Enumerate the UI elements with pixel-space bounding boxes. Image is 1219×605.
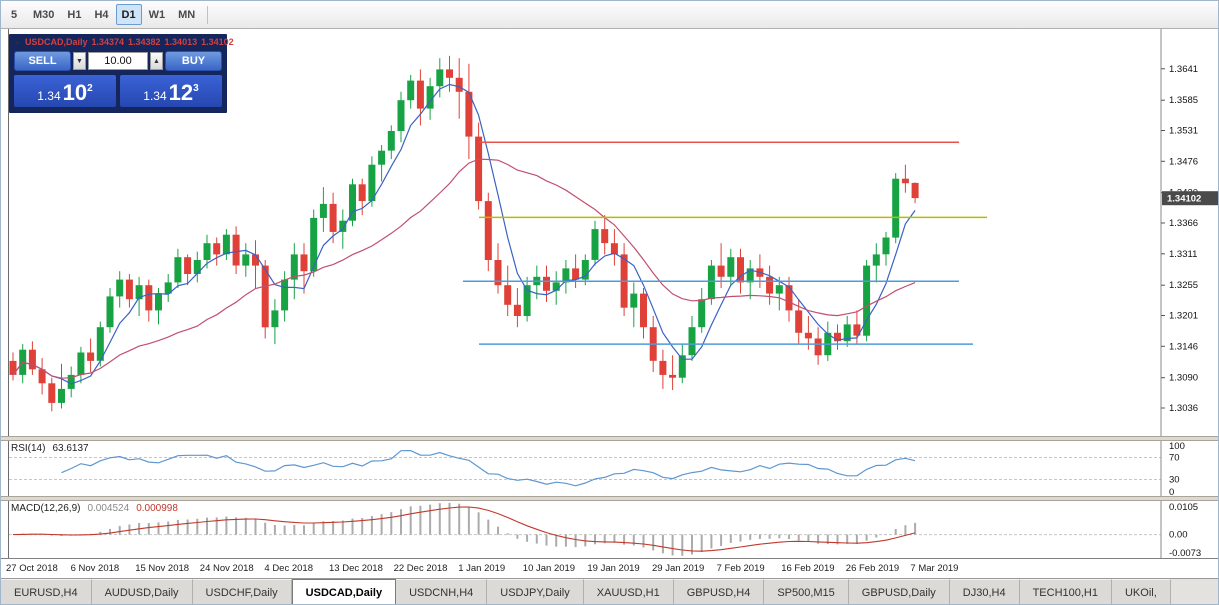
date-label: 15 Nov 2018 [135, 563, 190, 574]
bid-pips: 10 [62, 80, 88, 105]
ask-point: 3 [193, 83, 199, 94]
one-click-trading-panel: ▲ USDCAD,Daily 1.34374 1.34382 1.34013 1… [9, 34, 234, 113]
date-label: 6 Nov 2018 [70, 563, 120, 574]
timeframe-button-5[interactable]: 5 [10, 8, 18, 21]
quote-line: ▲ USDCAD,Daily 1.34374 1.34382 1.34013 1… [14, 37, 234, 47]
price-axis-label: 1.3476 [1169, 156, 1198, 167]
chart-tab-usdjpy-daily[interactable]: USDJPY,Daily [487, 579, 584, 604]
price-axis-label: 1.3255 [1169, 280, 1198, 291]
price-axis-label: 1.3531 [1169, 126, 1198, 137]
lot-decrease-button[interactable]: ▼ [73, 52, 86, 70]
date-label: 26 Feb 2019 [845, 563, 900, 574]
chart-tab-gbpusd-h4[interactable]: GBPUSD,H4 [673, 579, 765, 604]
macd-axis-label: -0.0073 [1169, 548, 1201, 558]
ma-fast-line [12, 83, 916, 385]
quote-high: 1.34382 [128, 37, 161, 47]
collapse-triangle-icon[interactable]: ▲ [14, 38, 21, 46]
date-label: 24 Nov 2018 [199, 563, 254, 574]
price-axis-label: 1.3641 [1169, 64, 1198, 75]
date-label: 7 Mar 2019 [910, 563, 959, 574]
ask-main: 1.34 [143, 89, 167, 103]
date-label: 16 Feb 2019 [781, 563, 835, 574]
timeframe-button-w1[interactable]: W1 [148, 8, 166, 21]
price-axis-label: 1.3090 [1169, 373, 1198, 384]
chart-tab-bar: EURUSD,H4 AUDUSD,Daily USDCHF,Daily USDCAD,… [1, 578, 1218, 604]
macd-signal-line [12, 506, 916, 552]
price-axis-label: 1.3146 [1169, 341, 1198, 352]
chart-tab-sp500-m15[interactable]: SP500,M15 [764, 579, 849, 604]
chart-tab-usdchf-daily[interactable]: USDCHF,Daily [192, 579, 292, 604]
macd-axis-label: 0.0105 [1169, 502, 1198, 513]
timeframe-button-h1[interactable]: H1 [67, 8, 82, 21]
date-label: 13 Dec 2018 [329, 563, 383, 574]
lot-size-input[interactable]: 10.00 [88, 52, 148, 70]
macd-label: MACD(12,26,9) 0.004524 0.000998 [11, 503, 178, 514]
chart-tab-ukoil-[interactable]: UKOil, [1111, 579, 1171, 604]
date-label: 1 Jan 2019 [458, 563, 506, 574]
chart-tab-usdcnh-h4[interactable]: USDCNH,H4 [396, 579, 488, 604]
chart-tab-tech100-h1[interactable]: TECH100,H1 [1019, 579, 1112, 604]
price-axis-label: 1.3201 [1169, 311, 1198, 322]
price-axis-label: 1.3366 [1169, 218, 1198, 229]
ma-slow-line [12, 158, 916, 379]
panel-separator[interactable] [1, 496, 1218, 501]
rsi-label: RSI(14) 63.6137 [11, 443, 89, 454]
current-price-badge [1162, 191, 1218, 206]
date-label: 19 Jan 2019 [587, 563, 640, 574]
chart-tab-usdcad-daily[interactable]: USDCAD,Daily [291, 579, 397, 604]
ask-pips: 12 [168, 80, 194, 105]
timeframe-button-h4[interactable]: H4 [94, 8, 109, 21]
rsi-indicator-panel[interactable]: RSI(14) 63.6137 819.541.55410070300 [1, 441, 1219, 496]
rsi-axis-label: 70 [1169, 453, 1180, 464]
macd-chart-svg[interactable]: 0.0105 0.00 -0.0073 [1, 501, 1219, 558]
candlesticks [9, 55, 919, 412]
bid-point: 2 [87, 83, 93, 94]
timeframe-button-d1[interactable]: D1 [115, 4, 142, 25]
rsi-chart-svg[interactable]: 819.541.55410070300 [1, 441, 1219, 496]
quote-symbol: USDCAD,Daily [24, 37, 88, 47]
timeframe-button-mn[interactable]: MN [178, 8, 196, 21]
rsi-value: 63.6137 [52, 443, 89, 454]
timeframe-toolbar: 5 M30 H1 H4 D1 W1 MN [1, 1, 1218, 29]
buy-button[interactable]: BUY [165, 51, 222, 71]
macd-main-value: 0.004524 [87, 503, 130, 514]
date-label: 10 Jan 2019 [522, 563, 576, 574]
price-axis-label: 1.3311 [1169, 249, 1197, 260]
svg-text:1.34102: 1.34102 [1167, 194, 1201, 205]
macd-signal-value: 0.000998 [136, 503, 178, 514]
bid-price[interactable]: 1.34 10 2 [14, 75, 116, 107]
quote-close: 1.34102 [201, 37, 234, 47]
rsi-axis-label: 100 [1169, 441, 1185, 452]
macd-axis-label: 0.00 [1169, 530, 1188, 541]
bid-main: 1.34 [37, 89, 61, 103]
date-axis[interactable]: 27 Oct 2018 6 Nov 2018 15 Nov 2018 24 Nov 2… [1, 558, 1218, 578]
date-label: 29 Jan 2019 [652, 563, 705, 574]
rsi-axis-label: 0 [1169, 487, 1174, 496]
date-label: 22 Dec 2018 [393, 563, 448, 574]
macd-indicator-panel[interactable]: MACD(12,26,9) 0.004524 0.000998 0.0105 0.… [1, 501, 1219, 558]
chart-tab-xauusd-h1[interactable]: XAUUSD,H1 [583, 579, 674, 604]
rsi-axis-label: 30 [1169, 475, 1180, 486]
lot-increase-button[interactable]: ▲ [150, 52, 163, 70]
price-axis-label: 1.3036 [1169, 403, 1198, 414]
chart-tab-dj30-h4[interactable]: DJ30,H4 [949, 579, 1020, 604]
panel-separator[interactable] [1, 436, 1218, 441]
ask-price[interactable]: 1.34 12 3 [120, 75, 222, 107]
macd-histogram [21, 502, 917, 556]
date-label: 27 Oct 2018 [6, 563, 58, 574]
price-axis-label: 1.3585 [1169, 95, 1198, 106]
date-label: 7 Feb 2019 [716, 563, 765, 574]
chart-tab-gbpusd-daily[interactable]: GBPUSD,Daily [848, 579, 950, 604]
candlestick-chart-svg[interactable]: 1.36411.35851.35311.34761.34201.33661.33… [1, 29, 1219, 436]
sell-button[interactable]: SELL [14, 51, 71, 71]
chart-tab-audusd-daily[interactable]: AUDUSD,Daily [91, 579, 193, 604]
quote-low: 1.34013 [164, 37, 198, 47]
timeframe-button-m30[interactable]: M30 [33, 8, 55, 21]
date-label: 4 Dec 2018 [264, 563, 313, 574]
chart-tab-eurusd-h4[interactable]: EURUSD,H4 [1, 579, 92, 604]
quote-open: 1.34374 [91, 37, 124, 47]
toolbar-separator [207, 5, 209, 24]
rsi-line [61, 449, 916, 487]
